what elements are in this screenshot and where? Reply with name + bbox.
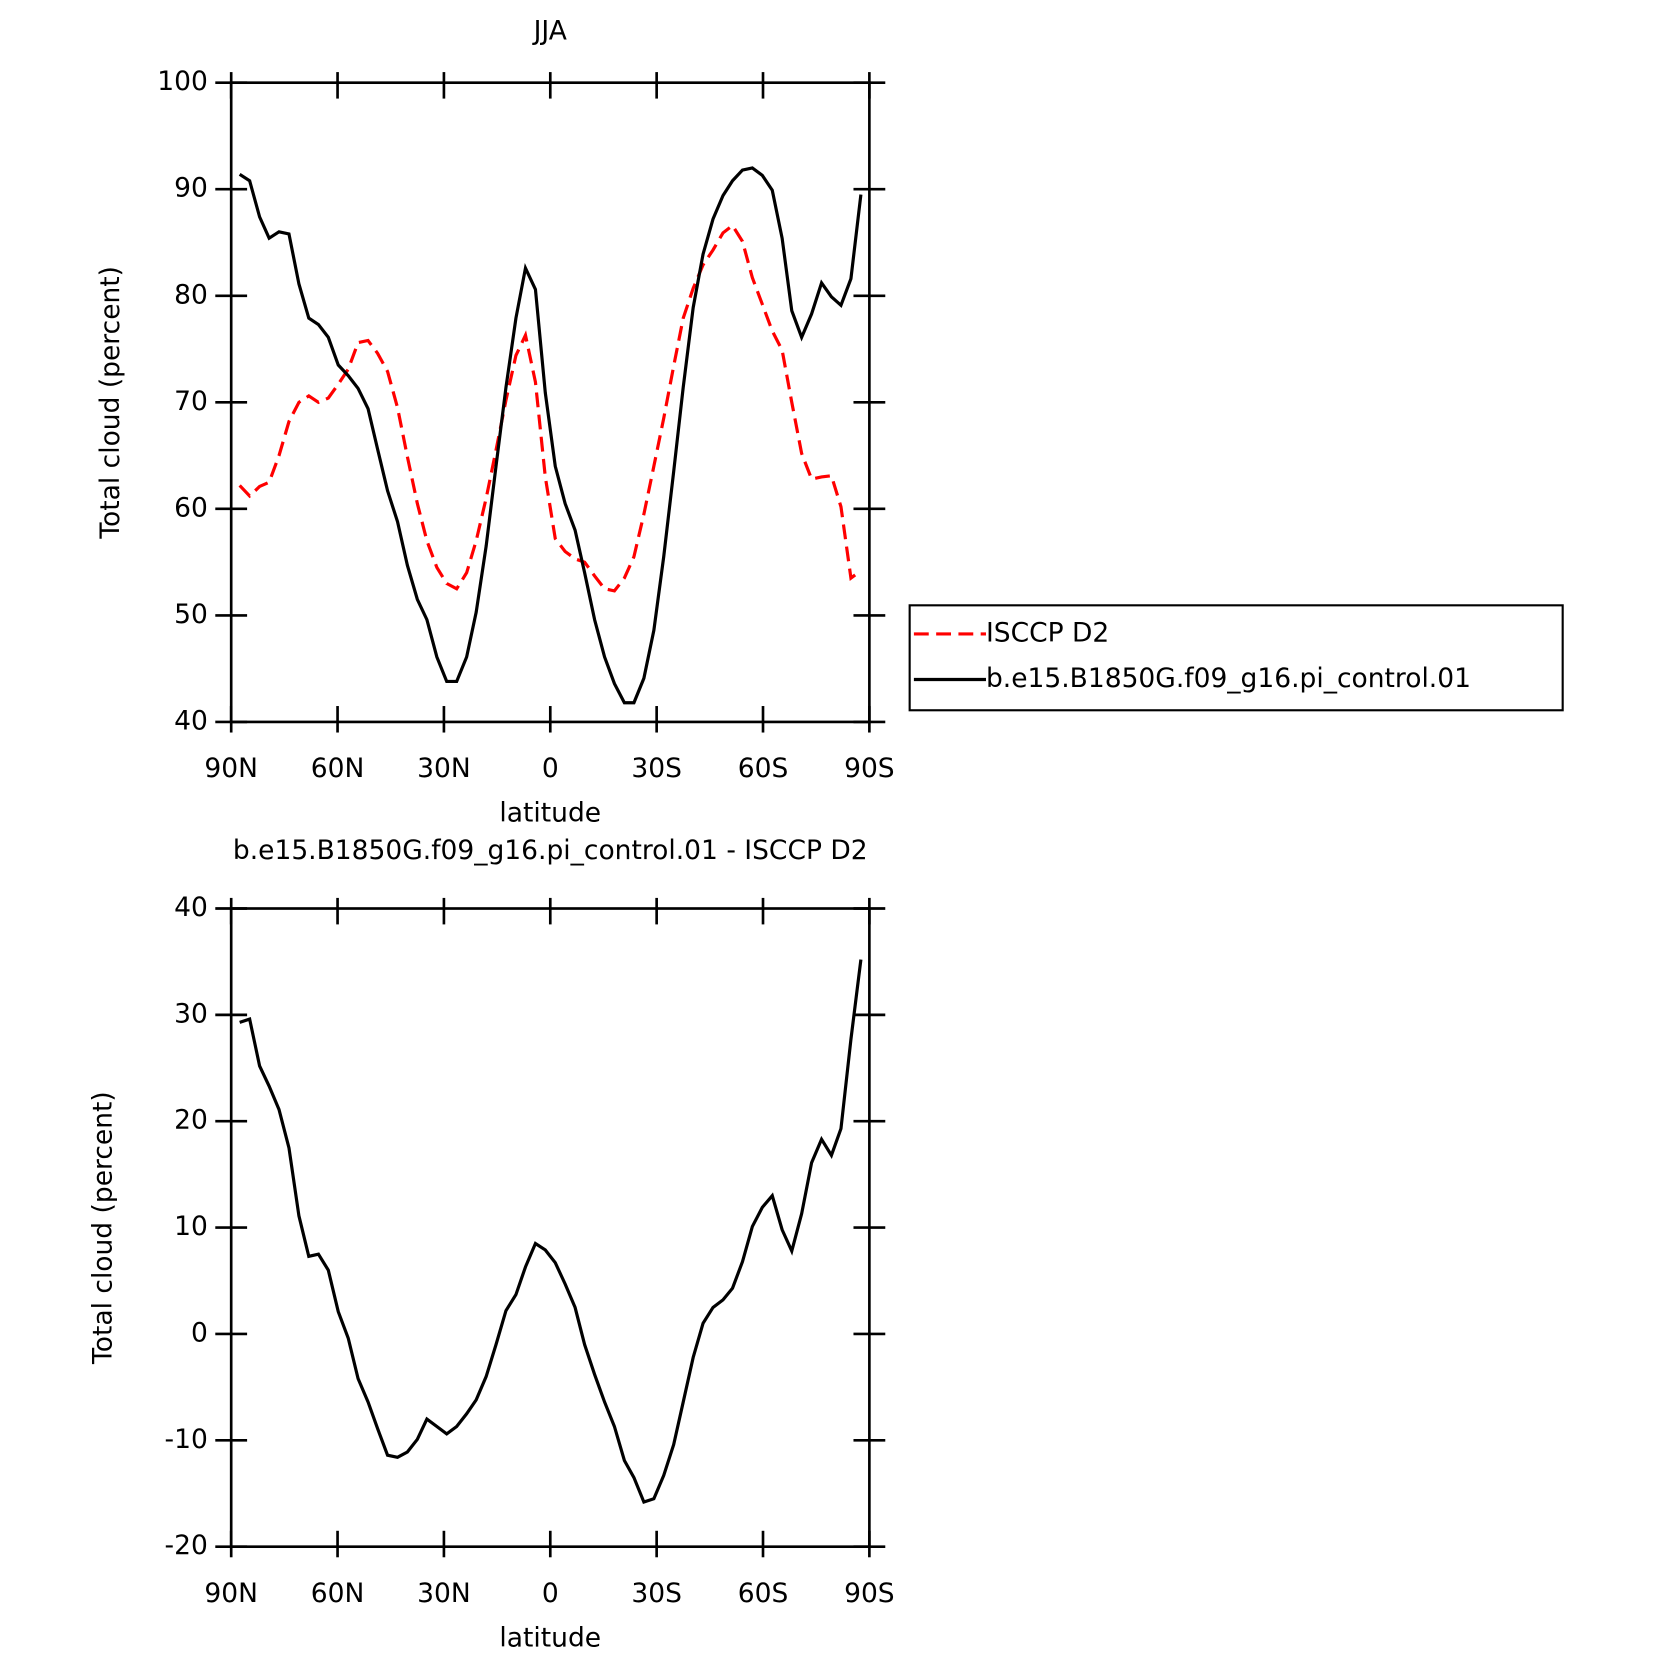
legend-box: [908, 604, 1564, 712]
y-tick-label: -10: [165, 1424, 208, 1455]
x-tick-label: 30S: [631, 1578, 682, 1609]
x-tick-label: 30S: [631, 753, 682, 784]
chart-title: JJA: [532, 15, 567, 46]
y-tick-label: 100: [157, 66, 208, 97]
y-tick-label: 30: [174, 998, 208, 1029]
x-tick-label: 60N: [311, 1578, 365, 1609]
x-axis-label: latitude: [499, 798, 601, 829]
legend-label: ISCCP D2: [986, 617, 1109, 648]
y-tick-label: 0: [191, 1317, 208, 1348]
data-line: [238, 166, 863, 705]
y-tick-label: 50: [174, 599, 208, 630]
y-tick-label: 70: [174, 386, 208, 417]
x-tick-label: 90S: [844, 1578, 895, 1609]
legend-label: b.e15.B1850G.f09_g16.pi_control.01: [986, 663, 1471, 694]
x-tick-label: 90N: [204, 753, 258, 784]
x-tick-label: 0: [542, 1578, 559, 1609]
x-tick-label: 0: [542, 753, 559, 784]
plot-frame: [229, 907, 871, 1549]
y-axis-label: Total cloud (percent): [87, 1091, 118, 1365]
chart-title: b.e15.B1850G.f09_g16.pi_control.01 - ISC…: [233, 835, 868, 866]
y-tick-label: 40: [174, 705, 208, 736]
y-tick-label: 80: [174, 279, 208, 310]
y-tick-label: 40: [174, 892, 208, 923]
y-tick-label: -20: [165, 1530, 208, 1561]
x-tick-label: 60S: [738, 1578, 789, 1609]
plot-frame: [229, 81, 871, 724]
x-tick-label: 90S: [844, 753, 895, 784]
y-tick-label: 20: [174, 1105, 208, 1136]
y-tick-label: 60: [174, 492, 208, 523]
x-axis-label: latitude: [499, 1622, 601, 1653]
x-tick-label: 60N: [311, 753, 365, 784]
x-tick-label: 30N: [417, 753, 471, 784]
x-tick-label: 60S: [738, 753, 789, 784]
y-tick-label: 10: [174, 1211, 208, 1242]
y-tick-label: 90: [174, 173, 208, 204]
data-line: [239, 959, 863, 1505]
data-line: [238, 223, 862, 593]
x-tick-label: 90N: [204, 1578, 258, 1609]
x-tick-label: 30N: [417, 1578, 471, 1609]
y-axis-label: Total cloud (percent): [95, 266, 126, 540]
